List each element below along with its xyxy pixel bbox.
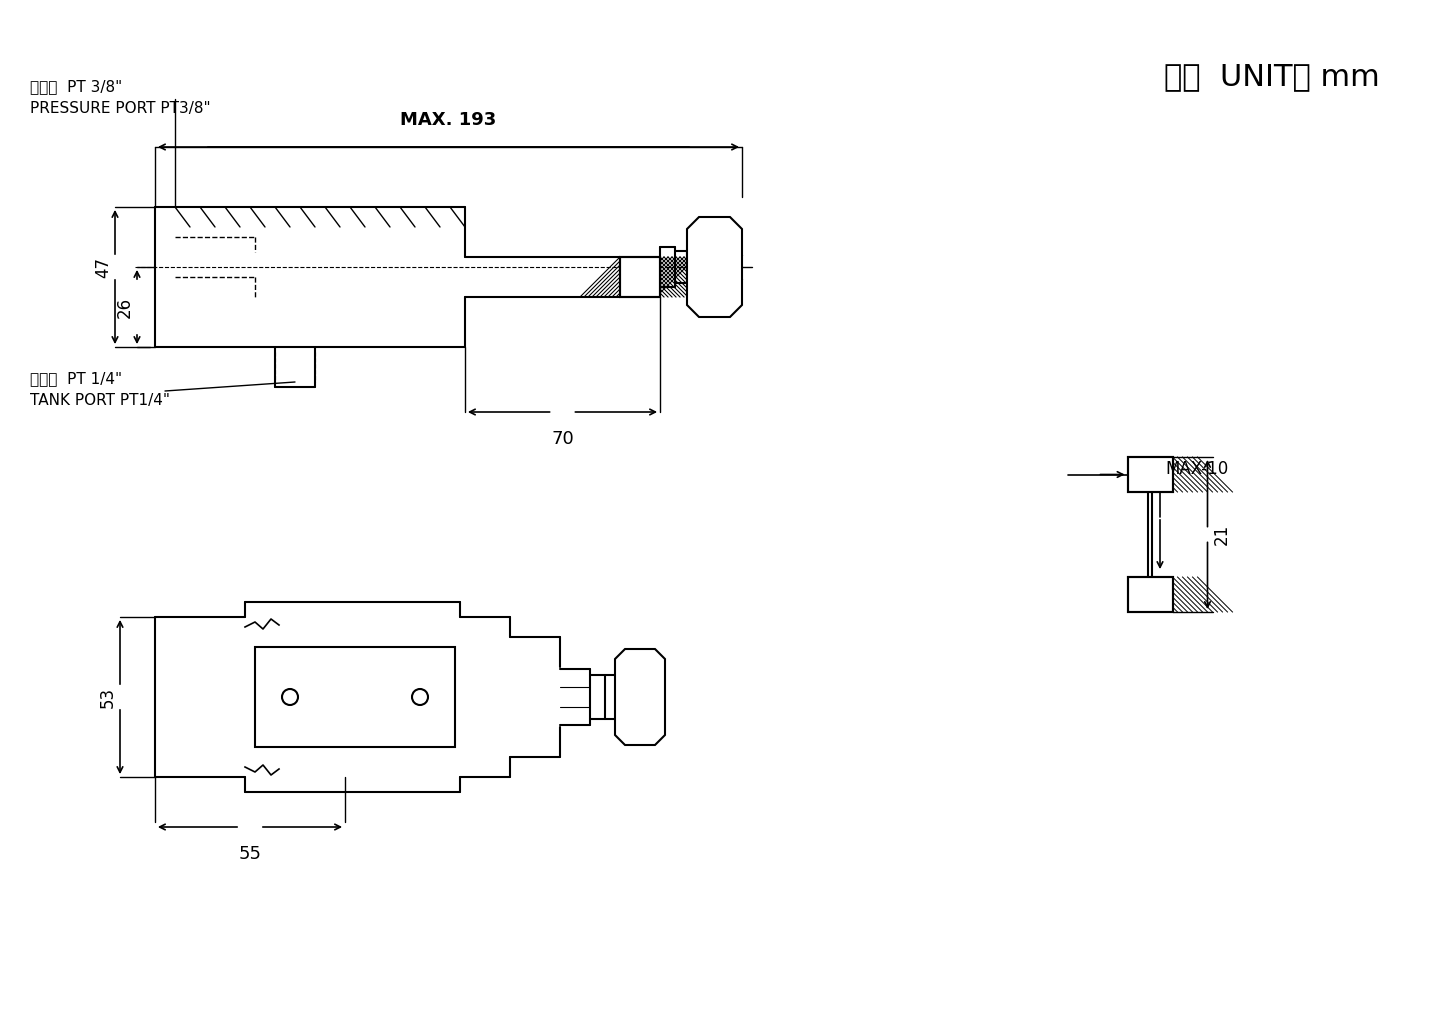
Text: 壓力孔  PT 3/8": 壓力孔 PT 3/8" xyxy=(30,79,122,94)
Text: PRESSURE PORT PT3/8": PRESSURE PORT PT3/8" xyxy=(30,102,210,116)
Text: 47: 47 xyxy=(94,257,112,277)
Text: 70: 70 xyxy=(550,430,574,448)
Text: 55: 55 xyxy=(239,845,261,863)
Bar xyxy=(620,257,660,297)
Bar xyxy=(620,257,660,297)
Text: TANK PORT PT1/4": TANK PORT PT1/4" xyxy=(30,393,170,409)
Bar xyxy=(1127,457,1173,492)
Text: 单位  UNIT： mm: 单位 UNIT： mm xyxy=(1164,63,1380,91)
Text: 21: 21 xyxy=(1212,524,1231,545)
Text: 回油孔  PT 1/4": 回油孔 PT 1/4" xyxy=(30,372,122,386)
Bar xyxy=(1127,577,1173,612)
Text: MAX. 193: MAX. 193 xyxy=(401,111,497,129)
Polygon shape xyxy=(687,217,742,317)
Bar xyxy=(1127,577,1173,612)
Polygon shape xyxy=(615,649,664,745)
Bar xyxy=(1127,457,1173,492)
Text: 26: 26 xyxy=(115,297,134,317)
Text: 53: 53 xyxy=(99,686,117,708)
Text: MAX-10: MAX-10 xyxy=(1164,460,1228,479)
Bar xyxy=(255,647,455,747)
